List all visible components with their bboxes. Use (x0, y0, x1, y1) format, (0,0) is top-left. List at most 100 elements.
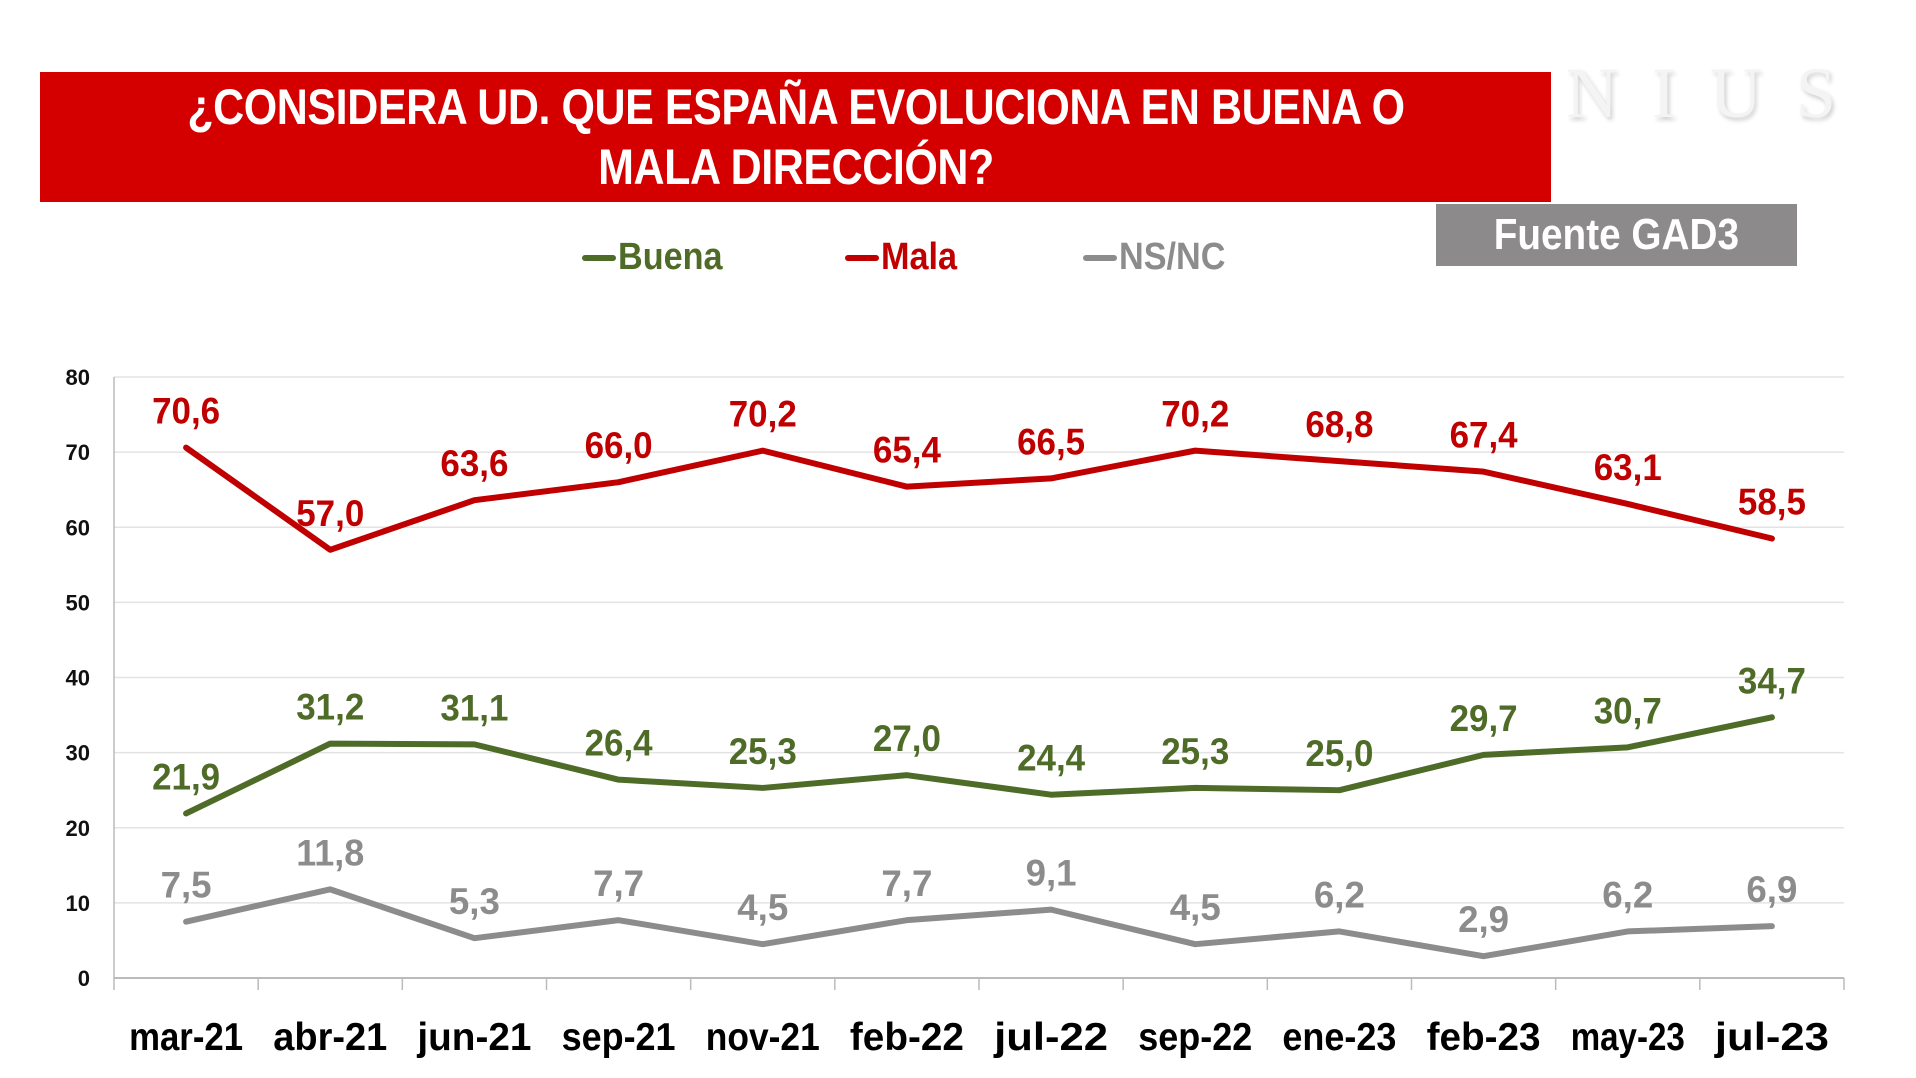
data-point-buena (472, 742, 477, 747)
data-label-nsnc: 7,5 (161, 865, 212, 906)
nius-logo: NIUS (1566, 53, 1871, 133)
data-label-mala: 63,1 (1594, 447, 1662, 488)
chart-title: ¿CONSIDERA UD. QUE ESPAÑA EVOLUCIONA EN … (186, 79, 1405, 195)
data-point-nsnc (328, 887, 333, 892)
data-label-buena: 27,0 (873, 718, 941, 759)
data-label-nsnc: 6,2 (1602, 874, 1653, 915)
series-line-nsnc (183, 886, 1775, 960)
data-point-mala (472, 498, 477, 503)
data-label-buena: 25,3 (1161, 731, 1229, 772)
data-label-buena: 26,4 (585, 723, 653, 764)
data-label-buena: 34,7 (1738, 660, 1806, 701)
data-label-buena: 21,9 (152, 756, 220, 797)
data-label-nsnc: 4,5 (737, 887, 788, 928)
legend-label-buena: Buena (618, 236, 723, 278)
data-point-mala (328, 547, 333, 552)
data-label-nsnc: 6,2 (1314, 874, 1365, 915)
data-point-buena (328, 741, 333, 746)
data-label-mala: 58,5 (1738, 482, 1806, 523)
data-point-nsnc (616, 918, 621, 923)
data-point-mala (760, 448, 765, 453)
data-label-nsnc: 6,9 (1746, 869, 1797, 910)
series-line-buena (183, 714, 1775, 817)
data-label-buena: 31,2 (296, 687, 364, 728)
legend-item-nsnc: NS/NC (1083, 236, 1237, 279)
source-badge: Fuente GAD3 (1436, 204, 1797, 266)
data-point-nsnc (1769, 924, 1774, 929)
data-point-mala (616, 480, 621, 485)
x-tick-label: sep-22 (1138, 1016, 1252, 1059)
data-point-buena (184, 811, 189, 816)
data-point-buena (1769, 715, 1774, 720)
data-label-mala: 63,6 (440, 443, 508, 484)
data-point-mala (1049, 476, 1054, 481)
data-point-nsnc (472, 936, 477, 941)
legend-label-nsnc: NS/NC (1119, 236, 1226, 278)
data-label-mala: 65,4 (873, 430, 941, 471)
series-line-mala (183, 444, 1775, 553)
y-tick-label: 80 (66, 365, 90, 390)
data-point-mala (1337, 459, 1342, 464)
data-point-buena (904, 773, 909, 778)
y-tick-label: 30 (66, 741, 90, 766)
data-label-buena: 31,1 (440, 687, 508, 728)
x-tick-label: abr-21 (273, 1016, 387, 1059)
x-tick-label: may-23 (1571, 1016, 1685, 1059)
data-label-mala: 66,0 (585, 425, 653, 466)
data-point-nsnc (184, 919, 189, 924)
data-point-nsnc (1337, 929, 1342, 934)
source-label: Fuente GAD3 (1493, 210, 1740, 259)
data-label-mala: 70,6 (152, 391, 220, 432)
data-label-mala: 67,4 (1450, 415, 1518, 456)
data-label-buena: 25,0 (1305, 733, 1373, 774)
data-label-mala: 66,5 (1017, 421, 1085, 462)
data-point-buena (1625, 745, 1630, 750)
data-point-mala (184, 445, 189, 450)
title-banner: ¿CONSIDERA UD. QUE ESPAÑA EVOLUCIONA EN … (40, 72, 1551, 202)
data-point-nsnc (904, 918, 909, 923)
x-tick-label: jun-21 (416, 1016, 531, 1059)
data-label-nsnc: 5,3 (449, 881, 500, 922)
y-tick-label: 0 (78, 966, 90, 991)
data-point-mala (904, 484, 909, 489)
y-tick-label: 40 (66, 666, 90, 691)
legend-label-mala: Mala (881, 236, 958, 278)
data-label-buena: 25,3 (729, 731, 797, 772)
x-tick-label: nov-21 (706, 1016, 820, 1059)
data-point-buena (1049, 792, 1054, 797)
data-point-buena (616, 777, 621, 782)
legend-swatch-nsnc (1083, 254, 1117, 261)
x-tick-label: ene-23 (1282, 1016, 1396, 1059)
y-tick-label: 60 (66, 515, 90, 540)
data-label-nsnc: 7,7 (593, 863, 644, 904)
data-label-nsnc: 2,9 (1458, 899, 1509, 940)
data-point-mala (1625, 501, 1630, 506)
data-label-mala: 70,2 (729, 394, 797, 435)
x-tick-label: jul-23 (1714, 1016, 1829, 1059)
y-tick-label: 70 (66, 440, 90, 465)
data-label-buena: 24,4 (1017, 738, 1085, 779)
data-label-mala: 70,2 (1161, 394, 1229, 435)
x-tick-label: feb-22 (850, 1016, 964, 1059)
data-label-buena: 30,7 (1594, 690, 1662, 731)
legend-swatch-mala (845, 254, 879, 261)
y-tick-label: 10 (66, 891, 90, 916)
data-label-nsnc: 9,1 (1026, 853, 1077, 894)
data-label-mala: 68,8 (1305, 404, 1373, 445)
data-label-nsnc: 4,5 (1170, 887, 1221, 928)
data-point-buena (760, 785, 765, 790)
x-tick-label: mar-21 (129, 1016, 243, 1059)
data-label-mala: 57,0 (296, 493, 364, 534)
data-point-buena (1337, 788, 1342, 793)
data-point-nsnc (1193, 942, 1198, 947)
x-tick-label: sep-21 (562, 1016, 676, 1059)
data-label-nsnc: 7,7 (881, 863, 932, 904)
x-tick-label: jul-22 (993, 1016, 1108, 1059)
data-point-nsnc (760, 942, 765, 947)
data-label-nsnc: 11,8 (296, 832, 364, 873)
legend-swatch-buena (582, 254, 616, 261)
y-tick-label: 20 (66, 816, 90, 841)
data-point-mala (1769, 536, 1774, 541)
data-point-buena (1193, 785, 1198, 790)
